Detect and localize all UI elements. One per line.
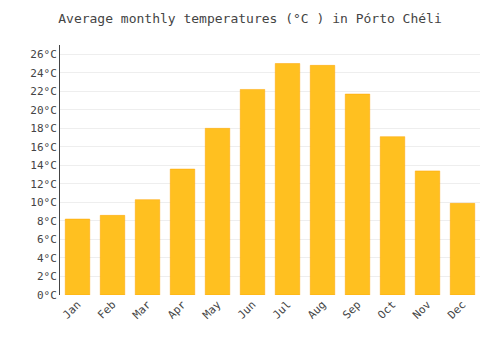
svg-text:Oct: Oct [375, 298, 398, 321]
svg-text:0°C: 0°C [37, 289, 57, 302]
svg-text:12°C: 12°C [30, 178, 57, 191]
svg-text:May: May [200, 298, 224, 322]
svg-text:16°C: 16°C [30, 141, 57, 154]
svg-text:14°C: 14°C [30, 159, 57, 172]
svg-text:Nov: Nov [410, 298, 434, 322]
svg-text:Average monthly temperatures (: Average monthly temperatures (°C ) in Pó… [58, 11, 442, 26]
svg-text:Apr: Apr [165, 298, 189, 322]
svg-text:Mar: Mar [130, 298, 154, 322]
svg-text:Dec: Dec [445, 298, 468, 321]
svg-text:24°C: 24°C [30, 67, 57, 80]
svg-text:4°C: 4°C [37, 252, 57, 265]
svg-text:20°C: 20°C [30, 104, 57, 117]
svg-text:26°C: 26°C [30, 48, 57, 61]
svg-text:Jan: Jan [60, 298, 83, 321]
svg-text:10°C: 10°C [30, 196, 57, 209]
svg-text:Feb: Feb [95, 298, 118, 321]
svg-text:Jul: Jul [270, 298, 293, 321]
svg-text:Jun: Jun [235, 298, 258, 321]
svg-text:Aug: Aug [305, 298, 328, 321]
svg-text:2°C: 2°C [37, 270, 57, 283]
svg-text:18°C: 18°C [30, 122, 57, 135]
svg-text:6°C: 6°C [37, 233, 57, 246]
svg-text:22°C: 22°C [30, 85, 57, 98]
svg-text:Sep: Sep [340, 298, 363, 321]
svg-text:8°C: 8°C [37, 215, 57, 228]
